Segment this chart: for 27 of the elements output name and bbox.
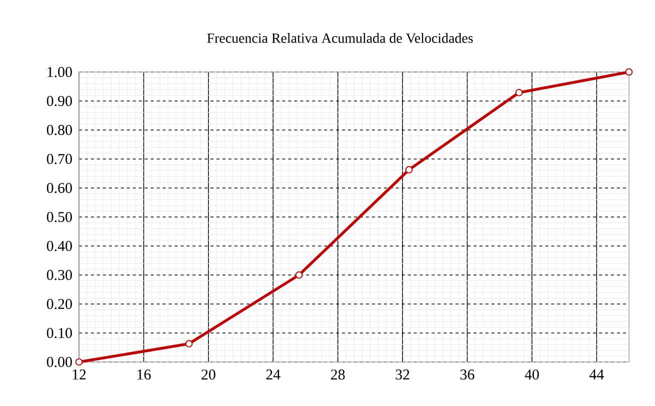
point bbox=[515, 88, 523, 96]
y-tick-label: 0.80 bbox=[46, 124, 72, 136]
point bbox=[185, 340, 193, 348]
point bbox=[295, 271, 303, 279]
chart-title: Frecuencia Relativa Acumulada de Velocidades bbox=[207, 33, 473, 43]
y-tick-label: 0.20 bbox=[46, 298, 72, 310]
y-tick-label: 0.40 bbox=[46, 240, 72, 252]
point bbox=[625, 68, 633, 76]
y-tick-label: 1.00 bbox=[48, 66, 72, 78]
y-tick-label: 0.00 bbox=[46, 356, 72, 368]
x-tick-label: 28 bbox=[331, 370, 345, 380]
x-tick-label: 20 bbox=[202, 370, 216, 380]
y-tick-label: 0.60 bbox=[46, 182, 72, 194]
point bbox=[405, 166, 413, 174]
y-tick-label: 0.10 bbox=[46, 328, 72, 338]
x-tick-label: 12 bbox=[72, 370, 86, 380]
y-tick-label: 0.70 bbox=[46, 154, 72, 164]
x-tick-label: 32 bbox=[396, 370, 410, 380]
y-tick-label: 0.90 bbox=[46, 96, 72, 106]
x-tick-label: 16 bbox=[138, 370, 151, 380]
x-tick-label: 40 bbox=[524, 370, 539, 380]
x-tick-label: 44 bbox=[589, 370, 604, 380]
x-tick-label: 36 bbox=[460, 370, 474, 380]
x-tick-label: 24 bbox=[266, 370, 280, 380]
y-tick-label: 0.50 bbox=[46, 212, 72, 222]
y-tick-label: 0.30 bbox=[46, 270, 72, 280]
point bbox=[75, 358, 83, 366]
